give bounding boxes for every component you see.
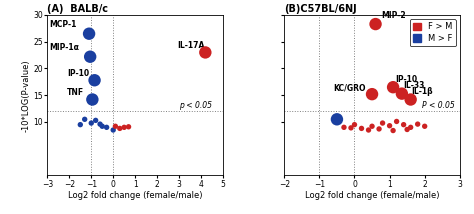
Text: IL-1β: IL-1β [412,87,433,96]
Point [414,122,421,126]
Text: (A)  BALB/c: (A) BALB/c [47,4,109,14]
Point [365,128,372,132]
Point [393,120,401,123]
Point [368,92,376,96]
Text: MIP-1α: MIP-1α [50,43,80,52]
Text: p < 0.05: p < 0.05 [179,101,212,110]
Point [86,55,94,58]
Point [81,118,89,121]
Point [379,121,386,125]
Text: IL-33: IL-33 [403,81,424,90]
Text: KC/GRO: KC/GRO [333,83,366,92]
Point [120,126,128,129]
Point [375,127,383,131]
Point [340,126,348,129]
Point [99,125,106,128]
X-axis label: Log2 fold change (female/male): Log2 fold change (female/male) [68,192,202,201]
Text: TNF: TNF [67,88,84,97]
Text: IP-10: IP-10 [67,69,89,78]
Point [116,127,124,130]
Legend: F > M, M > F: F > M, M > F [410,19,456,46]
X-axis label: Log2 fold change (female/male): Log2 fold change (female/male) [305,192,439,201]
Point [347,126,355,129]
Point [89,98,96,101]
Point [92,119,100,122]
Point [103,126,110,129]
Point [333,118,341,121]
Point [372,22,379,26]
Point [125,125,132,128]
Text: P < 0.05: P < 0.05 [422,101,455,110]
Point [389,129,397,132]
Point [358,127,365,130]
Point [407,98,414,101]
Point [403,128,411,131]
Point [91,79,98,82]
Point [88,121,95,125]
Point [111,125,119,128]
Point [96,122,104,126]
Point [85,32,93,36]
Text: MCP-1: MCP-1 [50,20,77,29]
Point [201,51,209,54]
Text: IP-10: IP-10 [395,75,417,84]
Point [400,123,408,126]
Text: (B)C57BL/6NJ: (B)C57BL/6NJ [284,4,357,14]
Text: MIP-2: MIP-2 [381,11,405,20]
Y-axis label: -10*LOG(P-value): -10*LOG(P-value) [22,59,31,132]
Point [389,86,397,89]
Point [351,123,358,126]
Point [398,92,406,95]
Point [421,125,428,128]
Text: IL-17A: IL-17A [177,41,204,50]
Point [76,123,84,126]
Point [368,125,376,128]
Point [386,124,393,128]
Point [109,128,117,132]
Point [407,126,414,129]
